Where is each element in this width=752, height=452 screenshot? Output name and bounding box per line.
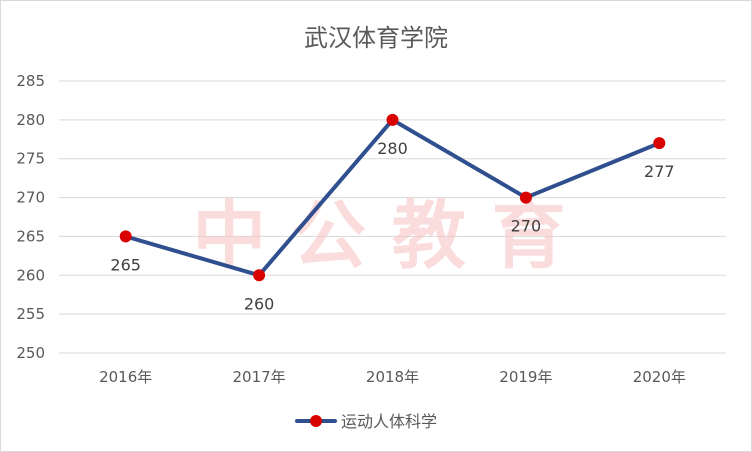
y-tick-label: 280 — [16, 111, 45, 129]
y-tick-label: 250 — [16, 344, 45, 362]
legend: 运动人体科学 — [295, 412, 437, 431]
x-tick-label: 2016年 — [99, 368, 152, 386]
data-label: 270 — [511, 217, 542, 236]
data-label: 280 — [377, 139, 408, 158]
y-tick-label: 265 — [16, 227, 45, 245]
data-label: 265 — [110, 255, 141, 274]
x-tick-label: 2019年 — [499, 368, 552, 386]
data-point-marker — [253, 269, 266, 282]
y-axis-ticks: 250 255 260 265 270 275 280 285 — [16, 72, 45, 362]
gridlines — [59, 80, 726, 354]
watermark-text: 中 公 教 育 — [192, 193, 565, 279]
data-point-marker — [519, 191, 532, 204]
data-label: 277 — [644, 162, 675, 181]
x-tick-label: 2020年 — [633, 368, 686, 386]
x-axis-ticks: 2016年 2017年 2018年 2019年 2020年 — [99, 368, 686, 386]
y-tick-label: 255 — [16, 305, 45, 323]
y-tick-label: 285 — [16, 72, 45, 90]
data-points — [119, 113, 666, 282]
legend-marker-icon — [310, 415, 322, 427]
chart-title: 武汉体育学院 — [304, 24, 448, 52]
x-tick-label: 2017年 — [233, 368, 286, 386]
data-point-marker — [386, 113, 399, 126]
data-label: 260 — [244, 294, 275, 313]
y-tick-label: 270 — [16, 189, 45, 207]
data-point-marker — [119, 230, 132, 243]
data-point-marker — [653, 137, 666, 150]
y-tick-label: 275 — [16, 150, 45, 168]
legend-label: 运动人体科学 — [341, 412, 437, 431]
y-tick-label: 260 — [16, 266, 45, 284]
data-labels: 265 260 280 270 277 — [110, 139, 674, 313]
x-tick-label: 2018年 — [366, 368, 419, 386]
